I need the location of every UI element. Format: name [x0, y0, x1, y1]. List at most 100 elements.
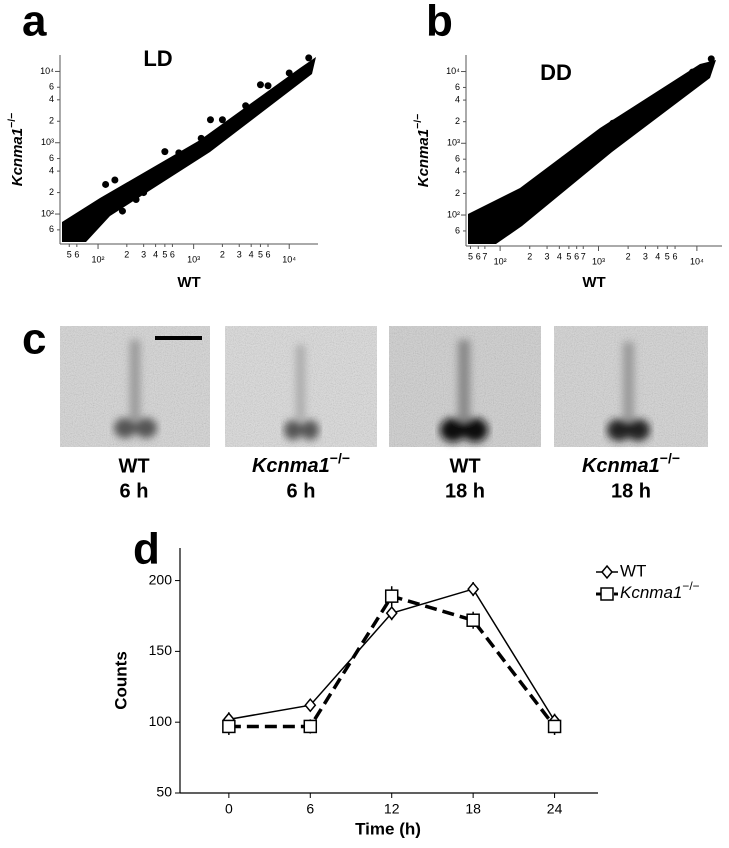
y-tick-label: 200 — [149, 571, 173, 587]
x-tick-label: 4 — [557, 251, 562, 261]
x-tick-label: 6 — [476, 251, 481, 261]
marker — [222, 719, 236, 734]
y-tick-label: 2 — [49, 187, 54, 197]
caption-time: 18 h — [445, 480, 485, 502]
marker — [384, 589, 399, 603]
y-tick-label: 2 — [455, 188, 460, 198]
y-tick-label: 4 — [455, 166, 460, 176]
point — [496, 201, 504, 209]
x-tick-label: 5 — [468, 251, 473, 261]
point — [573, 153, 581, 161]
y-tick-label: 2 — [49, 116, 54, 126]
point-cloud — [62, 57, 316, 242]
panel-label: d — [133, 525, 160, 574]
point — [550, 166, 558, 174]
point — [507, 194, 515, 202]
y-tick-label: 6 — [49, 82, 54, 92]
legend-marker — [601, 564, 613, 580]
point — [620, 123, 628, 131]
y-tick-label: 150 — [149, 642, 173, 658]
point — [111, 199, 119, 207]
x-tick-label: 10⁴ — [690, 256, 704, 266]
x-tick-label: 3 — [141, 249, 146, 259]
point — [688, 68, 696, 76]
x-tick-label: 10³ — [187, 254, 200, 264]
x-tick-label: 10³ — [592, 256, 605, 266]
y-tick-label: 100 — [149, 713, 173, 729]
point — [132, 180, 140, 188]
point — [641, 101, 649, 109]
point — [161, 148, 169, 156]
y-tick-label: 6 — [455, 154, 460, 164]
point — [659, 96, 667, 104]
point — [635, 112, 643, 120]
y-tick-label: 4 — [49, 165, 54, 175]
chart-title: DD — [540, 60, 572, 85]
x-axis-label: WT — [582, 274, 605, 291]
y-tick-label: 6 — [49, 153, 54, 163]
y-tick-label: 50 — [156, 784, 172, 800]
marker — [466, 613, 480, 627]
x-tick-label: 3 — [237, 249, 242, 259]
micrograph — [225, 326, 377, 447]
marker — [385, 605, 398, 621]
x-tick-label: 6 — [574, 251, 579, 261]
x-tick-label: 2 — [527, 251, 532, 261]
x-tick-label: 6 — [306, 801, 314, 817]
x-tick-label: 12 — [384, 801, 400, 817]
micrograph — [389, 326, 541, 447]
marker — [547, 719, 562, 734]
x-tick-label: 6 — [673, 251, 678, 261]
point — [140, 189, 148, 197]
point — [285, 69, 293, 77]
point — [540, 172, 548, 180]
y-tick-label: 2 — [455, 116, 460, 126]
x-tick-label: 7 — [482, 251, 487, 261]
marker — [304, 698, 317, 713]
point — [663, 88, 671, 96]
x-tick-label: 2 — [124, 249, 129, 259]
panel-label: a — [22, 0, 47, 46]
y-tick-label: 10² — [41, 208, 54, 218]
point — [206, 116, 214, 124]
y-tick-label: 6 — [455, 225, 460, 235]
x-tick-label: 5 — [67, 249, 72, 259]
marker — [467, 581, 480, 597]
x-tick-label: 24 — [547, 801, 563, 817]
caption-genotype: Kcnma1−/− — [582, 450, 680, 478]
x-tick-label: 6 — [266, 249, 271, 259]
y-tick-label: 4 — [49, 94, 54, 104]
x-tick-label: 7 — [581, 251, 586, 261]
y-tick-label: 4 — [455, 94, 460, 104]
y-axis-label: Kcnma1−/− — [412, 114, 432, 188]
point — [242, 102, 250, 110]
point — [487, 213, 495, 221]
point — [197, 134, 205, 142]
caption-genotype: WT — [449, 455, 480, 477]
caption-time: 6 h — [287, 480, 316, 502]
x-tick-label: 2 — [220, 249, 225, 259]
point — [111, 176, 119, 184]
caption-time: 18 h — [611, 480, 651, 502]
marker — [303, 719, 318, 734]
point — [73, 227, 81, 235]
legend-marker — [600, 587, 614, 601]
caption-time: 6 h — [120, 480, 149, 502]
point — [305, 54, 313, 62]
point — [256, 81, 264, 89]
point — [264, 82, 272, 90]
point — [516, 205, 524, 213]
x-tick-label: 6 — [170, 249, 175, 259]
point — [132, 195, 140, 203]
y-tick-label: 10² — [447, 209, 460, 219]
point — [530, 184, 538, 192]
micrograph — [554, 326, 708, 447]
x-tick-label: 4 — [249, 249, 254, 259]
point — [609, 119, 617, 127]
point — [118, 207, 126, 215]
x-tick-label: 3 — [643, 251, 648, 261]
panel-label: c — [22, 315, 46, 364]
y-tick-label: 10³ — [41, 137, 54, 147]
y-tick-label: 6 — [49, 224, 54, 234]
x-tick-label: 5 — [162, 249, 167, 259]
